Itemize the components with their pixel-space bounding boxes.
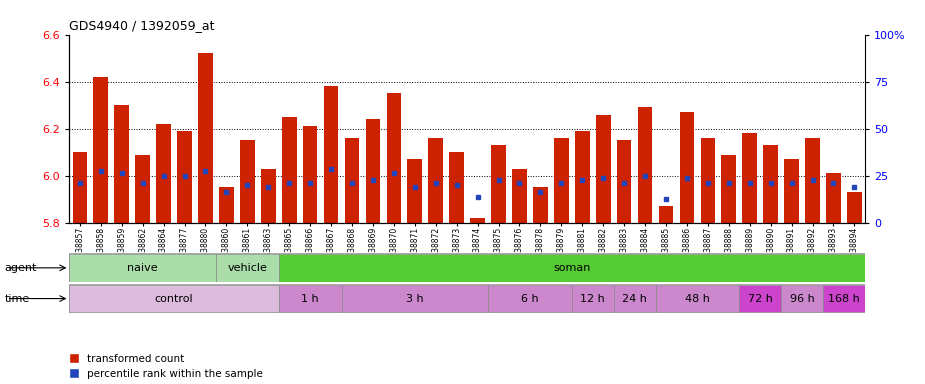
Bar xyxy=(554,138,569,223)
Bar xyxy=(302,126,317,223)
Bar xyxy=(512,169,526,223)
Bar xyxy=(156,124,171,223)
Text: 72 h: 72 h xyxy=(747,293,772,304)
Text: vehicle: vehicle xyxy=(228,263,267,273)
Bar xyxy=(93,77,108,223)
Bar xyxy=(72,152,87,223)
Bar xyxy=(575,131,589,223)
Text: 6 h: 6 h xyxy=(521,293,538,304)
Bar xyxy=(219,187,234,223)
FancyBboxPatch shape xyxy=(278,285,341,313)
Text: control: control xyxy=(154,293,193,304)
Bar xyxy=(407,159,422,223)
Text: 12 h: 12 h xyxy=(580,293,605,304)
Bar xyxy=(659,206,673,223)
Bar xyxy=(450,152,464,223)
Bar xyxy=(847,192,862,223)
FancyBboxPatch shape xyxy=(278,254,865,282)
Text: soman: soman xyxy=(553,263,590,273)
Bar xyxy=(722,154,736,223)
FancyBboxPatch shape xyxy=(341,285,488,313)
Bar xyxy=(261,169,276,223)
Bar xyxy=(491,145,506,223)
Bar xyxy=(198,53,213,223)
Bar xyxy=(178,131,191,223)
Bar xyxy=(533,187,548,223)
FancyBboxPatch shape xyxy=(69,285,278,313)
Text: 48 h: 48 h xyxy=(685,293,709,304)
FancyBboxPatch shape xyxy=(572,285,613,313)
FancyBboxPatch shape xyxy=(216,254,278,282)
Bar xyxy=(680,112,695,223)
Bar xyxy=(805,138,820,223)
Bar xyxy=(637,108,652,223)
Text: 96 h: 96 h xyxy=(790,293,814,304)
FancyBboxPatch shape xyxy=(69,284,865,313)
Bar xyxy=(743,133,757,223)
Legend: transformed count, percentile rank within the sample: transformed count, percentile rank withi… xyxy=(70,354,263,379)
Bar xyxy=(596,114,611,223)
Text: 168 h: 168 h xyxy=(828,293,860,304)
Bar xyxy=(365,119,380,223)
Bar xyxy=(428,138,443,223)
Bar xyxy=(763,145,778,223)
Text: 1 h: 1 h xyxy=(302,293,319,304)
FancyBboxPatch shape xyxy=(656,285,739,313)
FancyBboxPatch shape xyxy=(69,253,865,282)
Bar xyxy=(115,105,129,223)
Text: 3 h: 3 h xyxy=(406,293,424,304)
FancyBboxPatch shape xyxy=(69,254,216,282)
Bar xyxy=(470,218,485,223)
Text: time: time xyxy=(5,293,30,304)
FancyBboxPatch shape xyxy=(781,285,823,313)
FancyBboxPatch shape xyxy=(739,285,781,313)
Text: GDS4940 / 1392059_at: GDS4940 / 1392059_at xyxy=(69,19,215,32)
Bar xyxy=(826,173,841,223)
Bar xyxy=(135,154,150,223)
FancyBboxPatch shape xyxy=(613,285,656,313)
Bar xyxy=(324,86,339,223)
Bar xyxy=(617,141,632,223)
Bar xyxy=(282,117,297,223)
Bar xyxy=(387,93,401,223)
Bar xyxy=(345,138,359,223)
Bar xyxy=(700,138,715,223)
Bar xyxy=(240,141,254,223)
Text: 24 h: 24 h xyxy=(623,293,647,304)
FancyBboxPatch shape xyxy=(823,285,865,313)
FancyBboxPatch shape xyxy=(488,285,572,313)
Text: agent: agent xyxy=(5,263,37,273)
Text: naive: naive xyxy=(128,263,158,273)
Bar xyxy=(784,159,799,223)
